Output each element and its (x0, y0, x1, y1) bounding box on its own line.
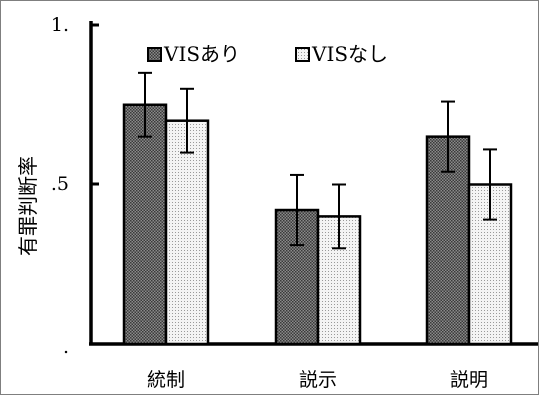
bar (164, 119, 210, 346)
category-label: 説示 (299, 369, 337, 391)
y-tick-label-0-5: .5 (51, 173, 69, 195)
y-tick-label-1: 1. (51, 14, 69, 36)
bar (425, 135, 471, 346)
y-axis-label: 有罪判断率 (16, 156, 40, 256)
legend-label-vis-ari: VISあり (163, 42, 240, 66)
y-tick-label-0: . (63, 336, 69, 358)
legend: VISあり VISなし (147, 42, 388, 66)
category-label: 説明 (450, 369, 488, 391)
legend-swatch-vis-ari (147, 47, 162, 62)
legend-swatch-vis-nashi (295, 47, 310, 62)
category-label: 統制 (147, 369, 185, 391)
bar (122, 103, 168, 346)
bars-group (122, 71, 513, 346)
legend-label-vis-nashi: VISなし (311, 42, 388, 66)
